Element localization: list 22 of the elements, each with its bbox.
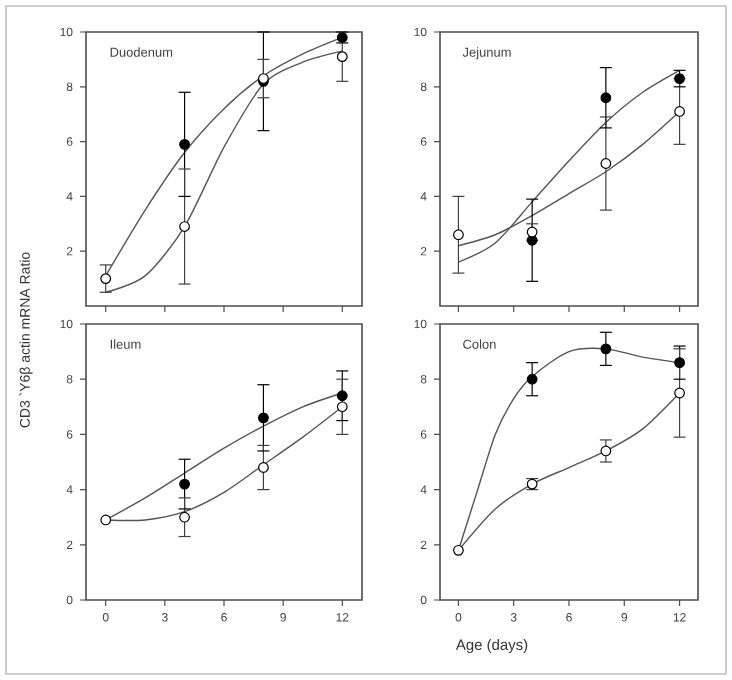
point bbox=[600, 92, 612, 104]
point bbox=[674, 387, 685, 399]
point bbox=[453, 229, 464, 241]
point bbox=[526, 373, 538, 385]
point bbox=[336, 51, 348, 63]
point bbox=[600, 445, 612, 457]
point bbox=[453, 544, 464, 556]
point bbox=[100, 514, 112, 526]
point bbox=[674, 357, 685, 369]
line-series bbox=[457, 69, 681, 263]
point bbox=[336, 390, 348, 402]
point bbox=[258, 462, 269, 473]
point bbox=[600, 158, 612, 169]
point bbox=[179, 478, 190, 490]
point bbox=[258, 412, 269, 424]
point bbox=[179, 511, 190, 523]
point bbox=[600, 343, 612, 355]
point bbox=[674, 106, 685, 117]
point bbox=[179, 138, 190, 150]
point bbox=[336, 401, 348, 413]
point bbox=[100, 273, 112, 284]
point bbox=[179, 221, 190, 232]
